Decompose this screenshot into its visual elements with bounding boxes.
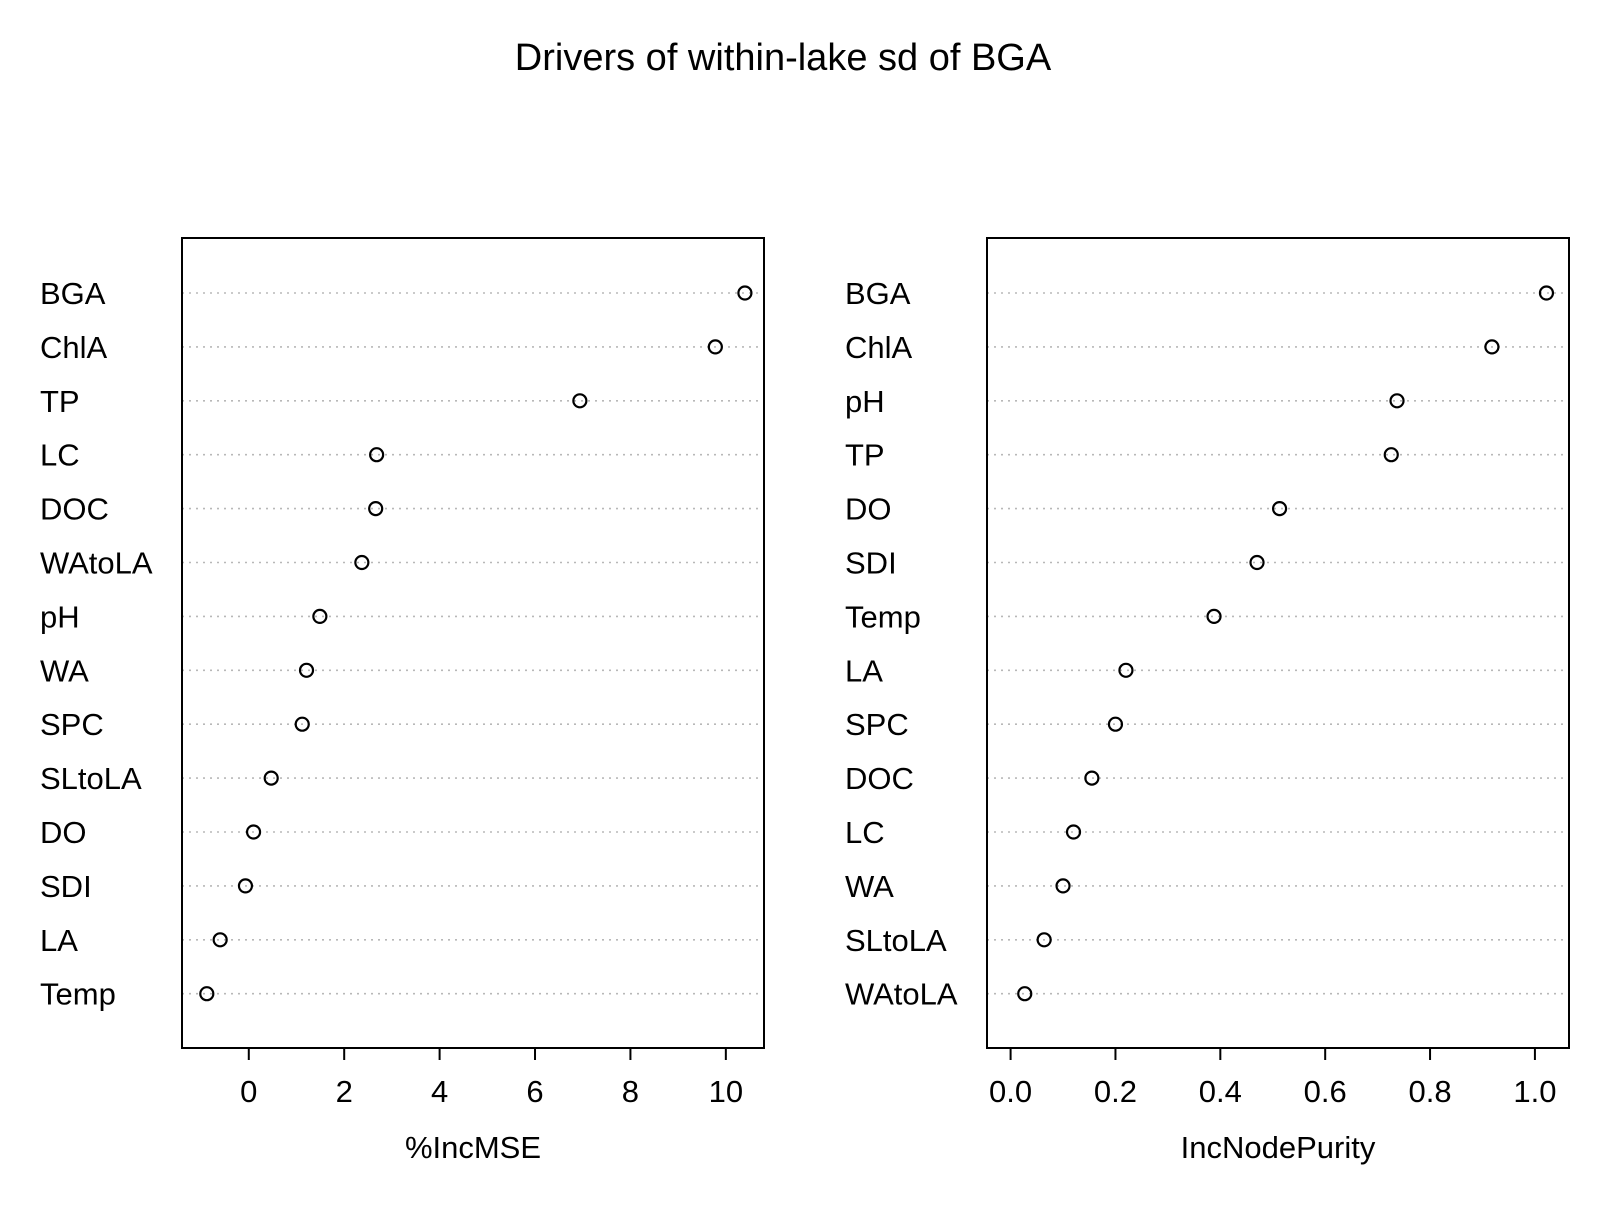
x-tick-label: 0.4: [1199, 1074, 1242, 1109]
data-point: [263, 770, 279, 786]
x-tick-label: 0.6: [1304, 1074, 1347, 1109]
x-tick-label: 0: [240, 1074, 257, 1109]
data-point: [298, 662, 315, 678]
data-point: [1036, 932, 1052, 948]
data-point: [1107, 716, 1124, 732]
category-label: BGA: [40, 276, 106, 311]
x-tick-label: 8: [622, 1074, 639, 1109]
data-point: [1538, 285, 1555, 301]
chart-title: Drivers of within-lake sd of BGA: [515, 37, 1052, 79]
category-label: ChlA: [40, 330, 108, 365]
data-point: [1055, 878, 1071, 894]
category-label: BGA: [845, 276, 911, 311]
x-tick-label: 10: [709, 1074, 743, 1109]
category-label: LC: [845, 815, 885, 850]
data-point: [212, 932, 228, 948]
category-label: ChlA: [845, 330, 913, 365]
category-label: Temp: [40, 977, 116, 1012]
panel-incmse: BGA ChlA TP LC DOC WAtoLA pH WA SPC SLtoLA DO SDI LA…: [40, 237, 765, 1165]
category-label: LA: [40, 923, 78, 958]
category-label: SLtoLA: [40, 761, 142, 796]
data-point: [312, 608, 328, 625]
data-point: [707, 339, 723, 355]
x-tick-label: 0.0: [989, 1074, 1032, 1109]
category-label: SDI: [845, 546, 897, 581]
category-label: SDI: [40, 869, 92, 904]
data-point: [1084, 770, 1100, 786]
data-point: [368, 501, 384, 517]
category-label: DOC: [40, 492, 109, 527]
category-label: DO: [40, 815, 87, 850]
category-label: LA: [845, 653, 883, 688]
x-tick-label: 1.0: [1513, 1074, 1556, 1109]
data-point: [737, 285, 753, 301]
x-axis-label: IncNodePurity: [1181, 1130, 1376, 1165]
category-label: SPC: [40, 707, 104, 742]
plot-frame: [986, 237, 1570, 1049]
data-point: [1389, 393, 1405, 409]
x-axis-label: %IncMSE: [405, 1130, 541, 1165]
x-tick-label: 4: [431, 1074, 448, 1109]
x-tick-label: 0.8: [1408, 1074, 1451, 1109]
category-label: pH: [845, 384, 885, 419]
category-label: WA: [845, 869, 894, 904]
panel-incnodepurity: BGA ChlA pH TP DO SDI Temp LA SPC DOC LC WA SLtoLA WA…: [845, 237, 1570, 1165]
data-point: [237, 878, 254, 894]
x-tick-label: 6: [526, 1074, 543, 1109]
data-point: [572, 393, 588, 409]
category-label: WAtoLA: [40, 546, 153, 581]
data-point: [245, 824, 262, 840]
data-point: [1118, 662, 1134, 678]
category-label: DOC: [845, 761, 914, 796]
data-point: [1065, 824, 1082, 840]
data-point: [1484, 339, 1500, 355]
data-point: [1206, 608, 1222, 625]
category-label: pH: [40, 599, 80, 634]
category-label: LC: [40, 438, 80, 473]
category-label: SPC: [845, 707, 909, 742]
data-point: [1249, 554, 1265, 571]
x-tick-label: 2: [336, 1074, 353, 1109]
category-label: WAtoLA: [845, 977, 958, 1012]
data-point: [1017, 986, 1033, 1002]
data-point: [294, 716, 310, 732]
data-point: [369, 447, 385, 463]
x-tick-label: 0.2: [1094, 1074, 1137, 1109]
data-point: [1383, 447, 1399, 463]
category-label: SLtoLA: [845, 923, 947, 958]
category-label: DO: [845, 492, 892, 527]
data-point: [354, 554, 370, 571]
data-point: [199, 986, 215, 1002]
category-label: TP: [40, 384, 80, 419]
category-label: TP: [845, 438, 885, 473]
plot-frame: [181, 237, 765, 1049]
category-label: WA: [40, 653, 89, 688]
category-label: Temp: [845, 599, 921, 634]
data-point: [1271, 501, 1288, 517]
